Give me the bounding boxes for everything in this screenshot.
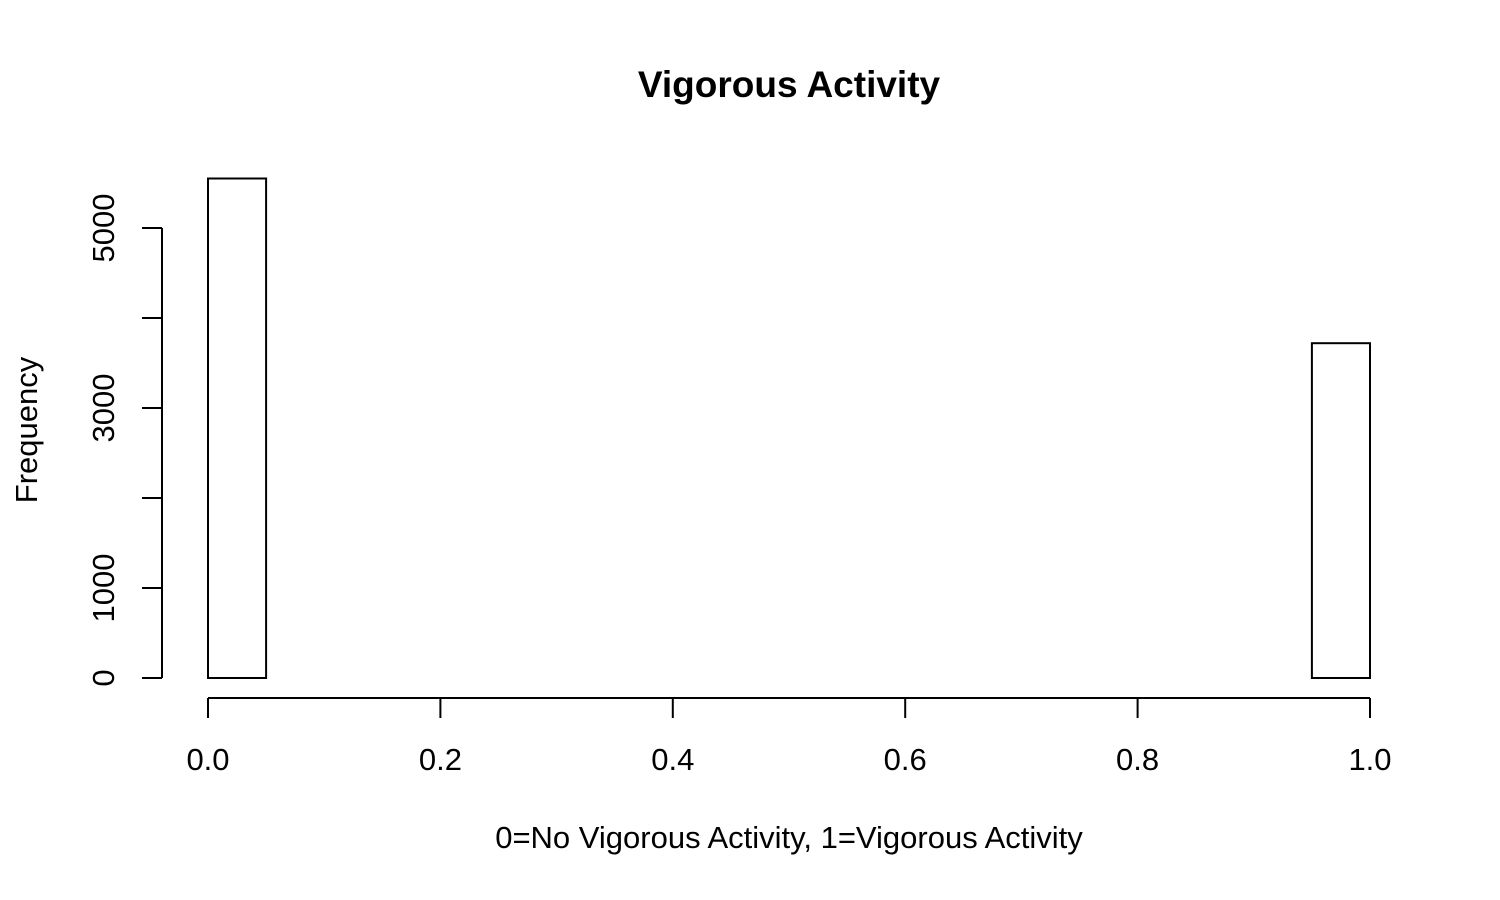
x-axis-label: 0=No Vigorous Activity, 1=Vigorous Activ… xyxy=(495,820,1083,855)
x-tick-label: 0.4 xyxy=(651,742,694,777)
x-axis: 0.0 0.2 0.4 0.6 0.8 1.0 xyxy=(186,697,1392,777)
x-tick-label: 0.0 xyxy=(186,742,229,777)
y-tick-label: 1000 xyxy=(86,554,121,623)
x-tick-label: 0.2 xyxy=(419,742,462,777)
x-tick-label: 0.6 xyxy=(884,742,927,777)
y-tick-label: 0 xyxy=(86,669,121,686)
y-axis: 0 1000 3000 5000 xyxy=(86,194,163,687)
histogram-bar xyxy=(1310,342,1372,679)
chart-title: Vigorous Activity xyxy=(638,64,941,105)
bars-group xyxy=(207,177,1372,679)
histogram-bar xyxy=(207,177,268,679)
x-tick-label: 1.0 xyxy=(1348,742,1391,777)
y-axis-label: Frequency xyxy=(9,356,44,503)
x-tick-label: 0.8 xyxy=(1116,742,1159,777)
y-tick-label: 3000 xyxy=(86,374,121,443)
y-tick-label: 5000 xyxy=(86,194,121,263)
